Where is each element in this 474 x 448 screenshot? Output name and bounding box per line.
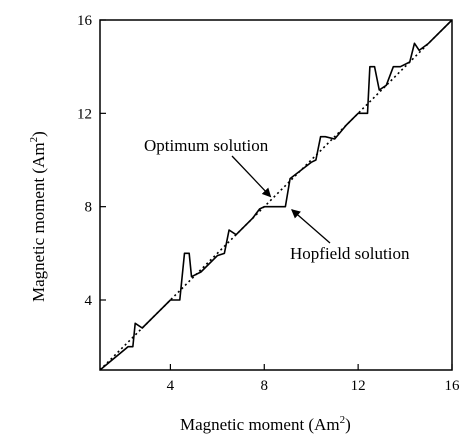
- x-tick-label: 8: [261, 378, 269, 394]
- hopfield-solution-label: Hopfield solution: [290, 244, 410, 263]
- y-axis-title-close: ): [29, 131, 48, 137]
- y-tick-label: 12: [77, 106, 92, 122]
- optimum-solution-label: Optimum solution: [144, 136, 269, 155]
- y-tick-label: 8: [85, 200, 93, 216]
- optimum-solution-arrow: [231, 155, 272, 198]
- y-axis-ticks: 4 8 12 16: [77, 13, 106, 309]
- hopfield-solution-arrow: [291, 209, 331, 244]
- y-tick-label: 4: [85, 293, 93, 309]
- x-axis-title-text: Magnetic moment (Am: [180, 415, 340, 434]
- y-tick-label: 16: [77, 13, 93, 29]
- x-axis-title-close: ): [345, 415, 351, 434]
- x-axis-title: Magnetic moment (Am2): [180, 414, 351, 434]
- y-axis-title-exponent: 2: [28, 137, 40, 143]
- x-tick-label: 4: [167, 378, 175, 394]
- plot-frame: [99, 19, 453, 371]
- y-axis-title: Magnetic moment (Am2): [28, 131, 48, 302]
- hopfield-solution-line: [99, 19, 453, 371]
- y-axis-title-text: Magnetic moment (Am: [29, 142, 48, 302]
- series-layer: [99, 19, 453, 371]
- x-tick-label: 12: [351, 378, 366, 394]
- x-axis-ticks: 4 8 12 16: [167, 364, 460, 394]
- x-axis-title-exponent: 2: [340, 414, 346, 426]
- x-tick-label: 16: [445, 378, 461, 394]
